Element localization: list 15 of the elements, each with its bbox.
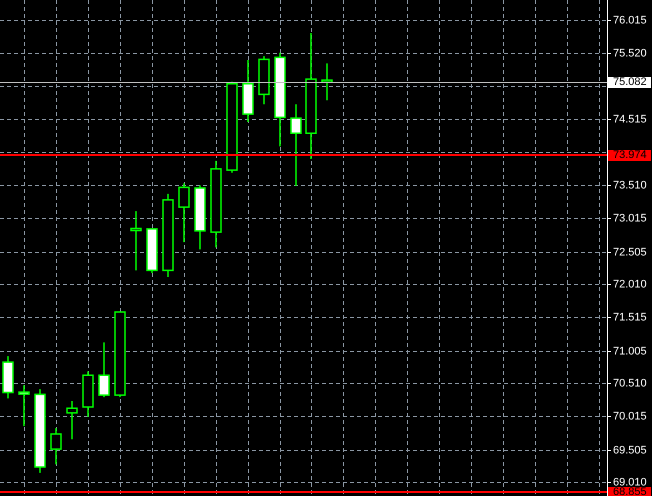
y-tick-label: 69.505	[613, 444, 647, 457]
y-tick-label: 70.510	[613, 378, 647, 390]
y-tick-label: 73.510	[613, 180, 647, 192]
y-tick-label: 76.015	[613, 14, 647, 27]
y-tick-label: 71.515	[613, 312, 647, 324]
y-tick-label: 74.515	[613, 114, 647, 126]
y-tick-label: 71.005	[613, 346, 647, 358]
y-tick-label: 72.505	[613, 246, 647, 259]
y-tick-label: 72.010	[613, 278, 647, 291]
y-tick-label: 73.015	[613, 212, 647, 225]
ref-line-label: 73.974	[613, 149, 647, 162]
ref-line-label: 68.855	[613, 486, 647, 496]
ref-line-label: 75.082	[613, 76, 647, 88]
y-tick-label: 70.015	[613, 410, 647, 423]
y-tick-label: 75.520	[613, 48, 647, 60]
